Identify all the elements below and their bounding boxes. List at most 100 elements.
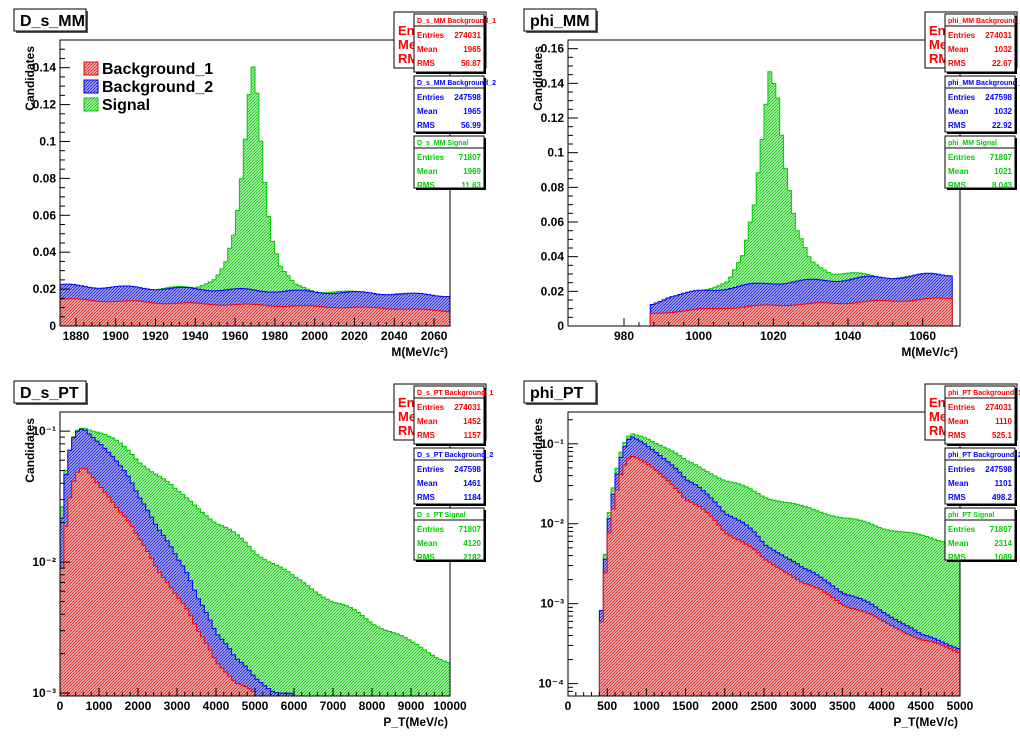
stat-label: Entries [417, 525, 445, 534]
x-tick-label: 1000 [685, 329, 712, 343]
histogram-background-1 [59, 298, 451, 327]
x-axis-label: P_T(MeV/c) [893, 715, 958, 729]
y-tick-label: 0.14 [33, 61, 57, 75]
stat-box-signal: D_s_PT Signal Entries 71807 Mean 4120 RMS 2182 [413, 507, 486, 562]
x-tick-label: 2060 [421, 329, 448, 343]
y-axis-label: Candidates [23, 46, 37, 111]
y-tick-label: 0.1 [39, 134, 56, 148]
y-tick-label: 0.06 [541, 215, 565, 229]
stat-value: 56.87 [461, 59, 482, 68]
stat-value: 11.63 [461, 181, 481, 190]
x-tick-label: 4000 [868, 699, 895, 713]
stat-value: 1032 [994, 107, 1012, 116]
x-tick-label: 3500 [829, 699, 856, 713]
panel-title: D_s_PT [13, 380, 88, 405]
stat-value: 71807 [990, 153, 1013, 162]
x-tick-label: 1060 [909, 329, 936, 343]
stat-label: RMS [417, 431, 435, 440]
x-tick-label: 0 [57, 699, 64, 713]
x-tick-label: 3000 [790, 699, 817, 713]
stat-label: Mean [948, 107, 969, 116]
stat-box-background-2: D_s_PT Background_2 Entries 247598 Mean 1461… [413, 447, 493, 506]
legend-label: Background_1 [102, 61, 213, 78]
panel-phi_PT: 0 500 1000 1500 2000 2500 3000 3500 4000 4500 5000… [523, 380, 1020, 729]
stat-value: 22.92 [992, 121, 1013, 130]
stat-label: Entries [948, 465, 976, 474]
x-tick-label: 2500 [751, 699, 778, 713]
y-tick-label: 0.04 [33, 245, 57, 259]
stat-label: Entries [417, 93, 445, 102]
stat-box-signal: phi_PT Signal Entries 71807 Mean 2314 RMS 1089 [944, 507, 1017, 562]
stat-title: phi_PT Signal [948, 512, 994, 519]
panel-title: D_s_MM [13, 8, 88, 33]
panel-D_s_MM: 1880 1900 1920 1940 1960 1980 2000 2020 2040 2060… [13, 8, 496, 359]
x-tick-label: 4000 [203, 699, 230, 713]
panel-D_s_PT: 0 1000 2000 3000 4000 5000 6000 7000 8000 9000 100… [13, 380, 493, 729]
stat-value: 1157 [464, 431, 482, 440]
series-background-1 [598, 456, 961, 697]
stat-box-background-1: D_s_PT Background_1 Entries 274031 Mean 1452… [413, 385, 493, 446]
stat-value: 1101 [995, 479, 1013, 488]
histogram-background-1 [59, 467, 256, 697]
stat-box-signal: D_s_MM Signal Entries 71807 Mean 1969 RMS 11.6… [413, 135, 486, 190]
y-tick-label: 0.02 [541, 284, 565, 298]
stat-value: 247598 [454, 465, 481, 474]
stat-label: Mean [417, 539, 438, 548]
stat-value: 1021 [994, 167, 1012, 176]
stat-label: Entries [417, 403, 445, 412]
stat-label: Entries [948, 153, 976, 162]
x-tick-label: 8000 [359, 699, 386, 713]
stat-value: 1461 [463, 479, 481, 488]
stat-label: Mean [417, 45, 438, 54]
y-tick-label: 10⁻² [540, 517, 564, 531]
x-axis-label: P_T(MeV/c) [383, 715, 448, 729]
y-axis-label: Candidates [531, 418, 545, 483]
stat-box-background-1: D_s_MM Background_1 Entries 274031 Mean 1965… [413, 13, 496, 74]
series-background-1 [649, 297, 953, 327]
y-tick-label: 10⁻¹ [32, 424, 56, 438]
x-tick-label: 1940 [182, 329, 209, 343]
stat-label: Mean [948, 539, 969, 548]
x-tick-label: 2000 [125, 699, 152, 713]
stat-value: 274031 [454, 403, 481, 412]
y-axis: 10⁻⁴ 10⁻³ 10⁻² 10⁻¹ [538, 419, 578, 697]
stat-label: Entries [948, 93, 976, 102]
panel-title-text: phi_MM [530, 13, 590, 30]
stat-label: RMS [417, 121, 435, 130]
stat-label: RMS [417, 493, 435, 502]
stat-title: phi_MM Background_2 [948, 80, 1020, 87]
stat-title: D_s_MM Background_1 [417, 18, 496, 25]
stat-label: RMS [948, 181, 966, 190]
y-tick-label: 0.02 [33, 282, 57, 296]
x-axis: 1880 1900 1920 1940 1960 1980 2000 2020 2040 2060 [63, 318, 448, 343]
x-tick-label: 9000 [398, 699, 425, 713]
legend-label: Signal [102, 97, 150, 114]
stat-title: D_s_MM Signal [417, 140, 468, 147]
x-tick-label: 2040 [381, 329, 408, 343]
panel-title: phi_MM [523, 8, 598, 33]
panel-title-text: D_s_MM [20, 13, 85, 30]
x-tick-label: 1920 [142, 329, 169, 343]
stat-value: 274031 [985, 31, 1012, 40]
stat-title: D_s_PT Background_1 [417, 390, 493, 397]
x-tick-label: 1900 [102, 329, 129, 343]
y-axis-label: Candidates [531, 46, 545, 111]
stat-value: 1452 [463, 417, 481, 426]
x-tick-label: 7000 [320, 699, 347, 713]
stat-title: phi_MM Signal [948, 140, 997, 147]
stat-label: Entries [417, 31, 445, 40]
y-tick-label: 0 [557, 319, 564, 333]
x-tick-label: 2000 [301, 329, 328, 343]
x-tick-label: 1020 [760, 329, 787, 343]
stat-value: 71807 [459, 525, 482, 534]
stat-value: 1969 [463, 167, 481, 176]
y-tick-label: 0.12 [33, 98, 57, 112]
stat-title: D_s_PT Background_2 [417, 452, 493, 459]
stat-title: phi_MM Background_1 [948, 18, 1020, 25]
x-tick-label: 2000 [711, 699, 738, 713]
stat-value: 1089 [994, 553, 1012, 562]
stat-label: RMS [948, 553, 966, 562]
stat-value: 1184 [464, 493, 482, 502]
y-tick-label: 0.08 [33, 171, 57, 185]
stat-value: 71807 [459, 153, 482, 162]
